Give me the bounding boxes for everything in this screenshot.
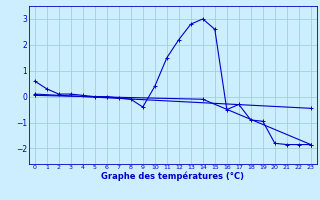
X-axis label: Graphe des températures (°C): Graphe des températures (°C) bbox=[101, 172, 244, 181]
